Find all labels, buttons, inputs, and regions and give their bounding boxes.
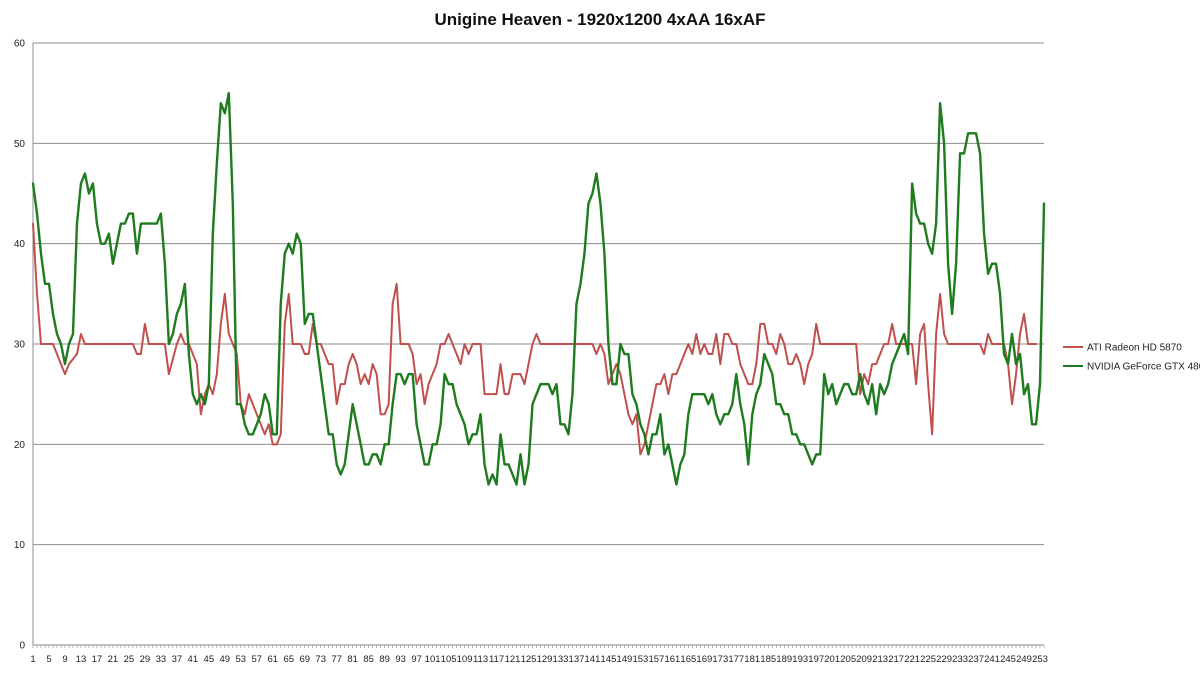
gridlines: [33, 42, 1044, 546]
x-tick-label: 9: [62, 654, 67, 665]
x-tick-label: 101: [425, 654, 441, 665]
y-axis-ticks: 0 10 20 30 40 50 60: [14, 39, 26, 652]
x-tick-label: 221: [904, 654, 920, 665]
y-tick-label: 10: [14, 540, 26, 551]
x-tick-label: 141: [585, 654, 601, 665]
y-tick-label: 60: [14, 39, 26, 50]
x-axis-ticks: 1 5 9 13 17 21 25 29 33 37 41 45 49 53 57 61 65 69 73 77 81 8…: [30, 645, 1048, 665]
x-tick-label: 161: [664, 654, 680, 665]
x-tick-label: 153: [632, 654, 648, 665]
x-tick-label: 13: [76, 654, 87, 665]
y-tick-label: 20: [14, 440, 26, 451]
legend-label-2: NVIDIA GeForce GTX 480: [1087, 362, 1200, 373]
x-tick-label: 109: [457, 654, 473, 665]
x-tick-label: 209: [856, 654, 872, 665]
x-tick-label: 53: [236, 654, 247, 665]
x-tick-label: 29: [140, 654, 151, 665]
x-tick-label: 249: [1016, 654, 1032, 665]
series-lines: [31, 91, 1046, 486]
x-tick-label: 133: [553, 654, 569, 665]
x-tick-label: 169: [696, 654, 712, 665]
axes: [32, 43, 1044, 646]
x-tick-label: 21: [108, 654, 119, 665]
x-tick-label: 217: [888, 654, 904, 665]
x-tick-label: 85: [363, 654, 374, 665]
x-tick-label: 73: [315, 654, 326, 665]
x-tick-label: 5: [46, 654, 51, 665]
x-tick-label: 225: [920, 654, 936, 665]
x-tick-label: 229: [936, 654, 952, 665]
x-tick-label: 157: [648, 654, 664, 665]
x-tick-label: 189: [776, 654, 792, 665]
x-tick-label: 113: [473, 654, 488, 665]
x-tick-label: 17: [92, 654, 103, 665]
y-tick-label: 0: [19, 641, 25, 652]
x-tick-label: 117: [489, 654, 504, 665]
x-tick-label: 81: [347, 654, 358, 665]
x-tick-label: 105: [441, 654, 457, 665]
x-tick-label: 49: [220, 654, 231, 665]
y-tick-label: 50: [14, 139, 26, 150]
x-tick-label: 25: [124, 654, 135, 665]
x-tick-label: 241: [984, 654, 1000, 665]
legend-label-1: ATI Radeon HD 5870: [1087, 343, 1182, 354]
x-tick-label: 97: [411, 654, 422, 665]
x-tick-label: 33: [156, 654, 167, 665]
x-tick-label: 57: [251, 654, 262, 665]
x-tick-label: 137: [569, 654, 585, 665]
x-tick-label: 41: [188, 654, 199, 665]
x-tick-label: 201: [824, 654, 840, 665]
x-tick-label: 149: [616, 654, 632, 665]
x-tick-label: 181: [744, 654, 760, 665]
x-tick-label: 89: [379, 654, 390, 665]
x-tick-label: 93: [395, 654, 406, 665]
x-tick-label: 165: [680, 654, 696, 665]
x-tick-label: 45: [204, 654, 215, 665]
y-tick-label: 30: [14, 340, 26, 351]
chart-title: Unigine Heaven - 1920x1200 4xAA 16xAF: [434, 10, 766, 29]
x-tick-label: 125: [521, 654, 537, 665]
legend: ATI Radeon HD 5870 NVIDIA GeForce GTX 480: [1063, 343, 1200, 373]
x-tick-label: 185: [760, 654, 776, 665]
x-tick-label: 213: [872, 654, 888, 665]
y-tick-label: 40: [14, 239, 26, 250]
x-tick-label: 237: [968, 654, 984, 665]
x-tick-label: 69: [299, 654, 310, 665]
x-tick-label: 129: [537, 654, 553, 665]
series-line-2: [31, 91, 1046, 486]
x-tick-label: 253: [1032, 654, 1048, 665]
x-tick-label: 77: [331, 654, 342, 665]
x-tick-label: 1: [30, 654, 35, 665]
x-tick-label: 145: [601, 654, 617, 665]
x-tick-label: 65: [283, 654, 294, 665]
x-tick-label: 233: [952, 654, 968, 665]
x-tick-label: 121: [505, 654, 521, 665]
x-tick-label: 37: [172, 654, 183, 665]
series-line-1: [32, 222, 1038, 456]
x-tick-label: 193: [792, 654, 808, 665]
x-tick-label: 197: [808, 654, 824, 665]
x-tick-label: 245: [1000, 654, 1016, 665]
x-tick-label: 61: [267, 654, 278, 665]
x-tick-label: 205: [840, 654, 856, 665]
x-tick-label: 177: [728, 654, 744, 665]
x-tick-label: 173: [712, 654, 728, 665]
